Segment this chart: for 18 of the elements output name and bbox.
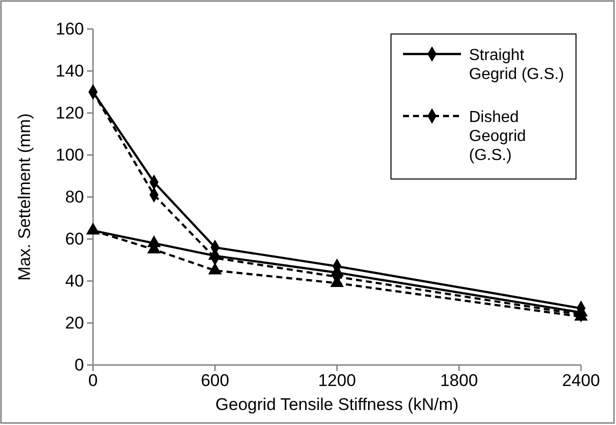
x-axis-title: Geogrid Tensile Stiffness (kN/m) (215, 395, 459, 414)
x-tick-label: 600 (200, 371, 230, 390)
x-tick-label: 2400 (562, 371, 600, 390)
y-tick-label: 80 (65, 187, 84, 206)
legend-label: Dished Geogrid (G.S.) (469, 109, 526, 164)
y-tick-label: 0 (74, 355, 84, 374)
y-tick-label: 60 (65, 229, 84, 248)
y-tick-label: 160 (56, 19, 84, 38)
y-axis-title: Max. Settelment (mm) (15, 113, 34, 281)
y-tick-label: 20 (65, 313, 84, 332)
y-tick-label: 120 (56, 103, 84, 122)
x-tick-label: 0 (88, 371, 98, 390)
y-tick-label: 140 (56, 61, 84, 80)
y-tick-label: 100 (56, 145, 84, 164)
y-tick-label: 40 (65, 271, 84, 290)
legend-label: Straight Gegrid (G.S.) (469, 47, 564, 83)
x-tick-label: 1800 (440, 371, 478, 390)
x-tick-label: 1200 (318, 371, 356, 390)
